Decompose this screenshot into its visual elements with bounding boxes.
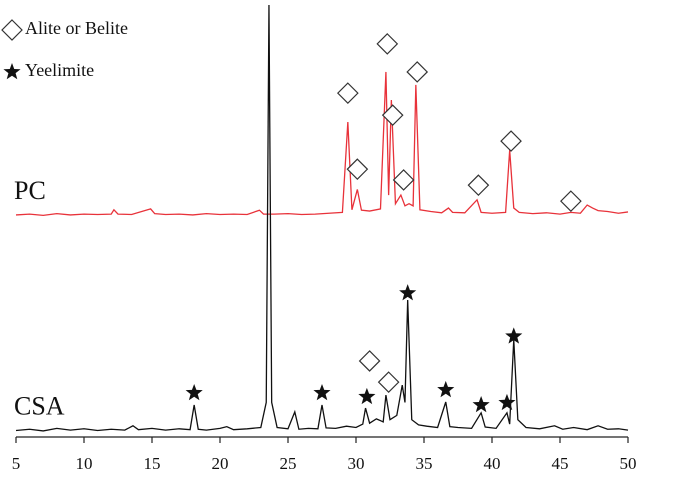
x-tick-label: 35: [416, 454, 433, 473]
x-tick-label: 50: [620, 454, 637, 473]
x-tick-label: 5: [12, 454, 21, 473]
x-tick-label: 40: [484, 454, 501, 473]
series-label: CSA: [14, 391, 65, 420]
x-tick-label: 25: [280, 454, 297, 473]
x-tick-label: 30: [348, 454, 365, 473]
star-marker: [437, 380, 455, 398]
star-marker: [505, 327, 523, 344]
star-marker: [185, 383, 203, 401]
star-marker: [313, 383, 331, 401]
diamond-marker: [1, 19, 23, 41]
diamond-marker: [376, 33, 399, 55]
x-tick-label: 10: [76, 454, 93, 473]
x-tick-label: 45: [552, 454, 569, 473]
diamond-marker: [358, 350, 381, 372]
star-marker: [3, 63, 21, 80]
xrd-trace: [15, 4, 629, 432]
series-label: PC: [14, 176, 46, 205]
star-marker: [472, 396, 490, 413]
diamond-marker: [381, 104, 404, 127]
diamond-marker: [336, 82, 359, 104]
star-marker: [358, 387, 376, 405]
diamond-marker: [406, 61, 429, 83]
diamond-marker: [560, 190, 582, 212]
legend-label: Yeelimite: [25, 60, 94, 80]
diamond-marker: [346, 158, 369, 181]
x-tick-label: 15: [144, 454, 161, 473]
xrd-trace: [15, 71, 629, 217]
diamond-marker: [377, 371, 400, 393]
diamond-marker: [500, 130, 522, 152]
legend-label: Alite or Belite: [25, 18, 128, 38]
x-tick-label: 20: [212, 454, 229, 473]
star-marker: [498, 393, 516, 411]
diamond-marker: [392, 169, 415, 191]
star-marker: [399, 284, 417, 301]
diamond-marker: [467, 174, 490, 196]
